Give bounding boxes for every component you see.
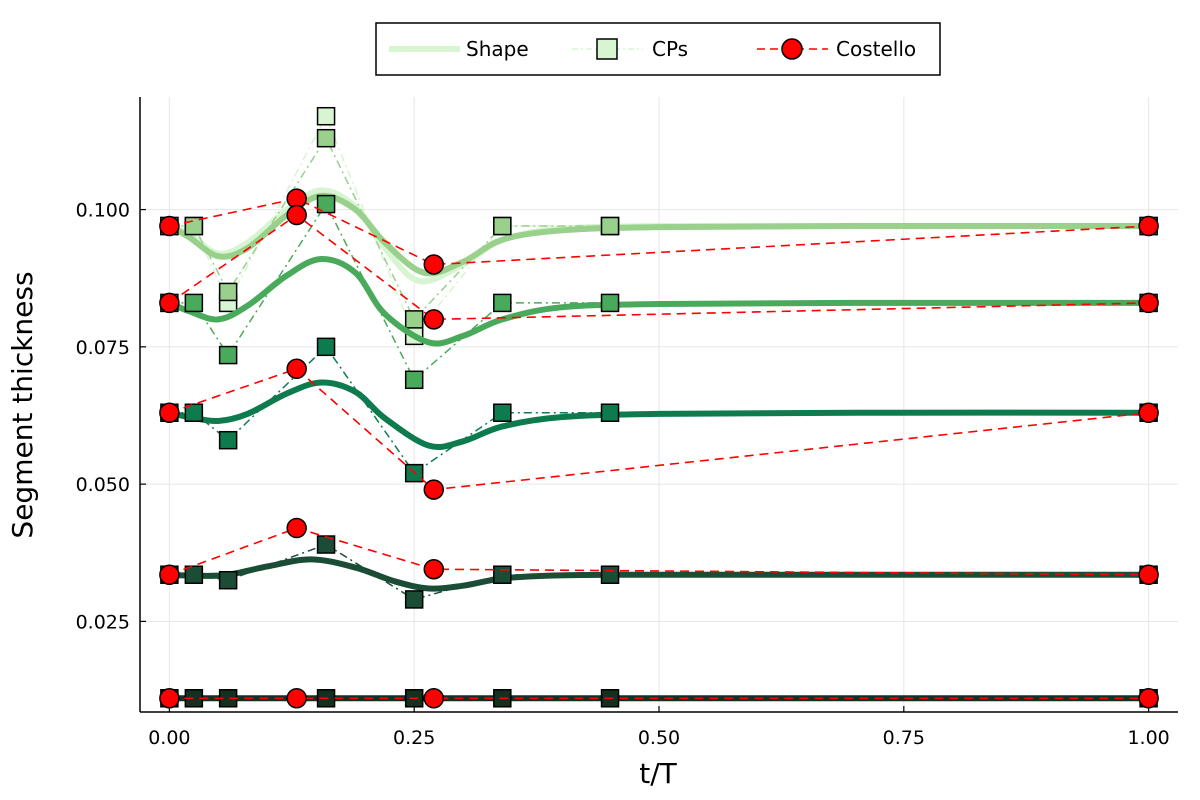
cps-line <box>169 202 1149 381</box>
costello-point <box>159 564 180 585</box>
cp-marker <box>316 194 336 214</box>
costello-point <box>1138 564 1159 585</box>
x-tick-label: 0.25 <box>393 727 435 749</box>
costello-line <box>169 527 1149 576</box>
cp-marker <box>493 403 512 422</box>
costello-point <box>423 309 445 330</box>
cp-marker <box>404 310 424 329</box>
y-axis-title: Segment thickness <box>6 271 39 538</box>
shape-curve <box>166 379 1152 451</box>
cp-marker <box>600 293 620 313</box>
cp-marker <box>493 293 512 313</box>
costello-group <box>159 517 1159 585</box>
costello-point <box>423 254 445 275</box>
cp-marker <box>316 337 336 357</box>
cp-marker <box>218 570 238 590</box>
y-tick-label: 0.050 <box>76 474 130 496</box>
costello-line <box>168 214 1149 321</box>
costello-point <box>286 358 307 380</box>
cps-line <box>169 136 1149 321</box>
costello-point <box>423 479 445 500</box>
x-tick-label: 0.50 <box>638 727 680 749</box>
legend: Shape CPs Costello <box>375 22 941 76</box>
cp-marker <box>600 565 620 584</box>
cp-marker <box>493 565 512 584</box>
costello-point <box>286 688 307 709</box>
costello-group <box>159 204 1159 330</box>
cp-marker <box>404 590 424 609</box>
cp-marker <box>600 216 620 236</box>
cp-marker <box>493 216 512 236</box>
costello-point <box>1138 688 1159 709</box>
x-tick-label: 0.75 <box>883 727 925 749</box>
costello-line <box>169 367 1149 491</box>
legend-label-shape: Shape <box>466 37 529 61</box>
costello-point <box>286 204 307 226</box>
costello-group <box>159 688 1159 709</box>
cp-marker <box>218 282 238 302</box>
costello-line <box>169 197 1149 266</box>
cp-marker <box>404 370 424 390</box>
costello-group <box>159 188 1159 275</box>
legend-costello-swatch-marker <box>781 38 803 60</box>
y-tick-label: 0.025 <box>76 611 130 633</box>
cp-marker <box>184 565 204 584</box>
cp-marker <box>600 403 620 422</box>
cp-marker <box>316 535 336 554</box>
y-tick-label: 0.075 <box>76 337 130 359</box>
costello-point <box>1138 215 1159 237</box>
costello-point <box>423 688 445 709</box>
costello-point <box>159 688 180 709</box>
costello-point <box>423 558 445 580</box>
cp-marker <box>184 403 204 422</box>
x-axis-title: t/T <box>639 757 677 790</box>
costello-point <box>1138 292 1159 314</box>
cp-marker <box>316 106 336 126</box>
costello-point <box>159 292 180 314</box>
cp-marker <box>184 293 204 313</box>
x-tick-label: 1.00 <box>1127 727 1169 749</box>
y-tick-label: 0.100 <box>76 200 130 222</box>
legend-cps-swatch-marker <box>596 38 618 60</box>
y-ticks: 0.025 0.050 0.075 0.100 <box>76 200 146 633</box>
x-tick-label: 0.00 <box>148 727 190 749</box>
cp-marker <box>218 430 238 450</box>
legend-label-cps: CPs <box>652 37 688 61</box>
legend-label-costello: Costello <box>836 37 916 61</box>
costello-group <box>159 358 1159 500</box>
x-ticks: 0.00 0.25 0.50 0.75 1.00 <box>148 706 1170 749</box>
legend-box <box>375 22 941 76</box>
costello-point <box>159 215 180 237</box>
cp-marker <box>218 345 238 365</box>
costello-point <box>286 517 307 539</box>
costello-point <box>159 402 180 423</box>
cp-marker <box>316 128 336 148</box>
costello-point <box>1138 402 1159 423</box>
costello-layer <box>159 188 1159 709</box>
